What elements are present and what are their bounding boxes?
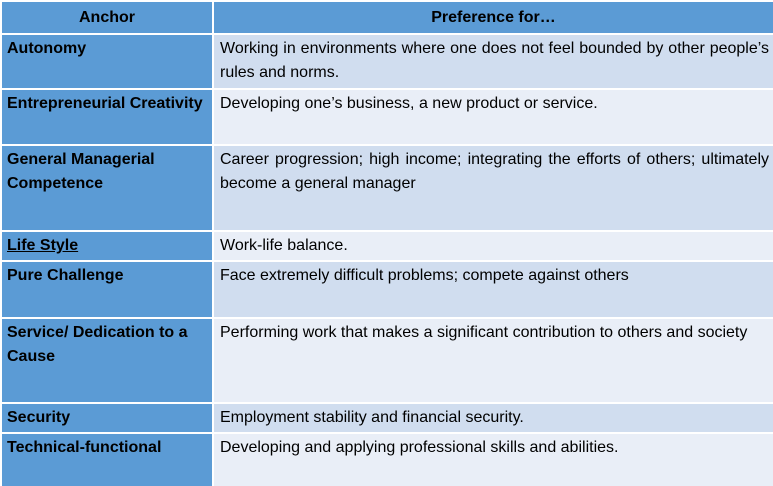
anchor-cell: Autonomy bbox=[0, 33, 214, 90]
anchor-cell: Technical-functional bbox=[0, 432, 214, 486]
table-row-entrepreneurial-creativity: Entrepreneurial Creativity Developing on… bbox=[0, 88, 773, 146]
preference-cell: Developing and applying professional ski… bbox=[212, 432, 773, 486]
table-header-row: Anchor Preference for… bbox=[0, 0, 773, 35]
anchor-cell: Pure Challenge bbox=[0, 260, 214, 319]
preference-cell: Developing one’s business, a new product… bbox=[212, 88, 773, 146]
preference-cell: Working in environments where one does n… bbox=[212, 33, 773, 90]
table-row-service-dedication: Service/ Dedication to a Cause Performin… bbox=[0, 317, 773, 404]
table-row-pure-challenge: Pure Challenge Face extremely difficult … bbox=[0, 260, 773, 319]
anchor-cell: General Managerial Competence bbox=[0, 144, 214, 232]
table-row-autonomy: Autonomy Working in environments where o… bbox=[0, 33, 773, 90]
table-row-general-managerial-competence: General Managerial Competence Career pro… bbox=[0, 144, 773, 232]
preference-cell: Work-life balance. bbox=[212, 230, 773, 262]
anchor-label-underlined: Life Style bbox=[7, 237, 79, 254]
preference-cell: Performing work that makes a significant… bbox=[212, 317, 773, 404]
table-row-life-style: Life Style Work-life balance. bbox=[0, 230, 773, 262]
preference-cell: Career progression; high income; integra… bbox=[212, 144, 773, 232]
table-row-technical-functional: Technical-functional Developing and appl… bbox=[0, 432, 773, 486]
column-header-anchor: Anchor bbox=[0, 0, 214, 35]
column-header-preference: Preference for… bbox=[212, 0, 773, 35]
anchor-cell: Service/ Dedication to a Cause bbox=[0, 317, 214, 404]
anchor-cell: Life Style bbox=[0, 230, 214, 262]
anchor-cell: Entrepreneurial Creativity bbox=[0, 88, 214, 146]
anchor-cell: Security bbox=[0, 402, 214, 434]
preference-cell: Employment stability and financial secur… bbox=[212, 402, 773, 434]
table-row-security: Security Employment stability and financ… bbox=[0, 402, 773, 434]
preference-cell: Face extremely difficult problems; compe… bbox=[212, 260, 773, 319]
